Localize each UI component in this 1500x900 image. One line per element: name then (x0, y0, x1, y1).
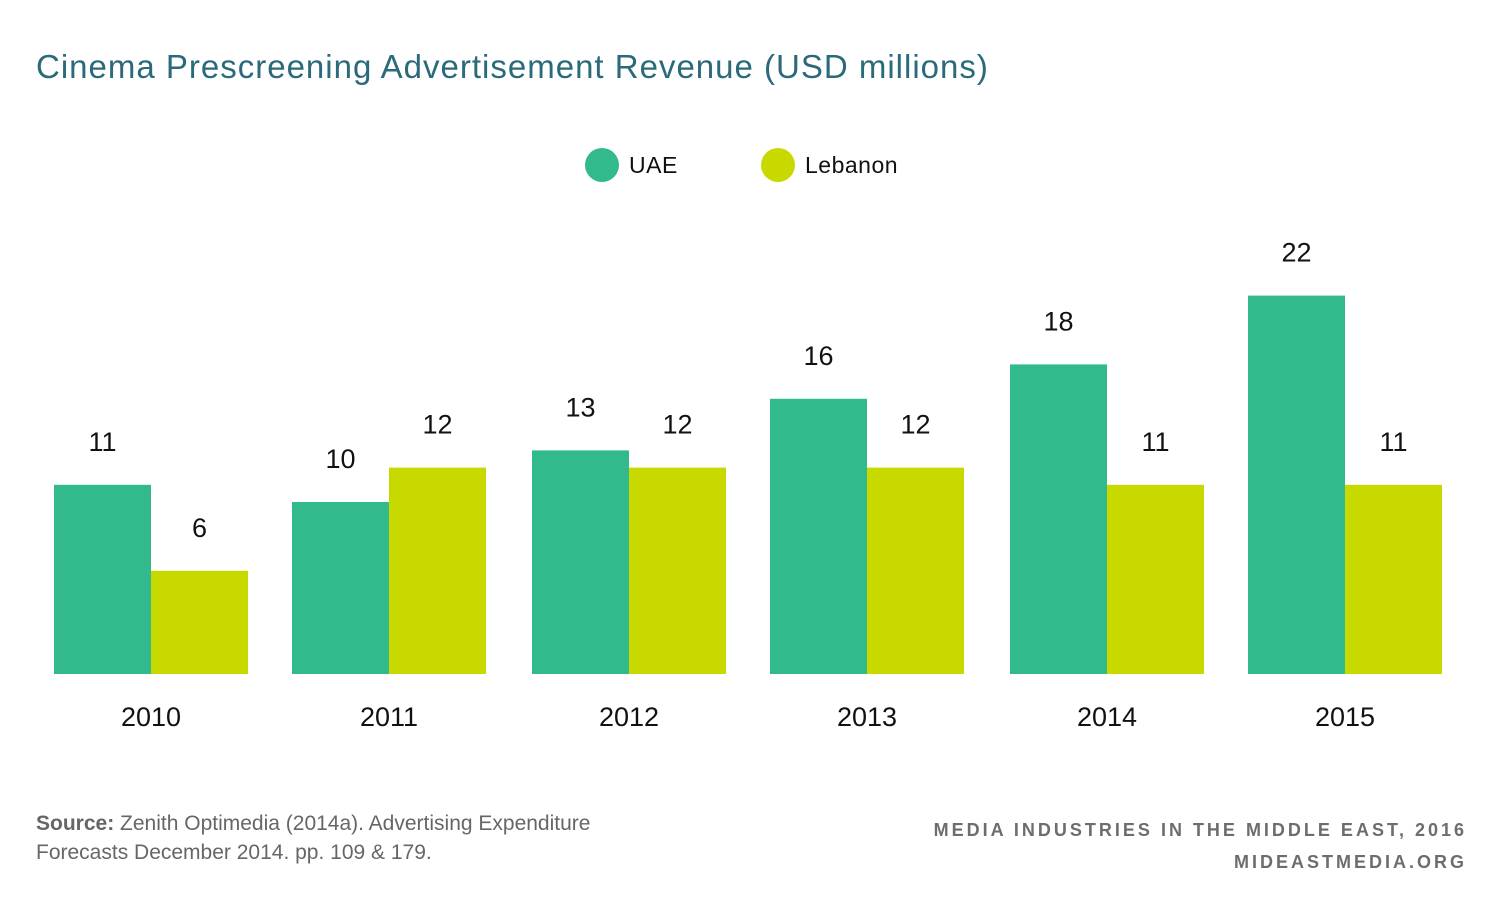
bar-uae-2013 (770, 398, 867, 674)
source-text: Zenith Optimedia (2014a). Advertising Ex… (36, 812, 591, 864)
bar-lebanon-2015 (1345, 484, 1442, 674)
legend-label-uae: UAE (629, 151, 678, 178)
bar-lebanon-2013 (867, 467, 964, 674)
source-label: Source: (36, 812, 115, 835)
x-tick-2010: 2010 (121, 702, 181, 732)
x-tick-2011: 2011 (360, 702, 418, 732)
source-note: Source: Zenith Optimedia (2014a). Advert… (36, 809, 676, 867)
x-tick-2013: 2013 (837, 702, 897, 732)
data-label-lebanon-2011: 12 (422, 410, 452, 440)
x-tick-2014: 2014 (1077, 702, 1137, 732)
credit-publication: MEDIA INDUSTRIES IN THE MIDDLE EAST, 201… (933, 820, 1467, 840)
bar-chart: 11 6 2010 10 12 2011 13 12 2012 16 12 2013 18 11 2014 2… (54, 238, 1442, 732)
data-label-lebanon-2010: 6 (192, 513, 207, 543)
legend-label-lebanon: Lebanon (805, 151, 899, 178)
bar-uae-2014 (1010, 364, 1107, 674)
data-label-uae-2014: 18 (1043, 306, 1073, 336)
data-label-uae-2010: 11 (88, 427, 116, 457)
legend-swatch-lebanon (761, 148, 795, 182)
bar-lebanon-2012 (629, 467, 726, 674)
credit: MEDIA INDUSTRIES IN THE MIDDLE EAST, 201… (934, 814, 1467, 878)
x-tick-2015: 2015 (1315, 702, 1375, 732)
legend-swatch-uae (585, 148, 619, 182)
data-label-uae-2013: 16 (803, 341, 833, 371)
legend-item-uae: UAE (585, 145, 678, 185)
data-label-uae-2012: 13 (565, 392, 595, 422)
data-label-lebanon-2014: 11 (1141, 427, 1169, 457)
bar-lebanon-2010 (151, 570, 248, 674)
data-label-lebanon-2013: 12 (900, 410, 930, 440)
legend: UAE Lebanon (0, 145, 1500, 185)
bar-uae-2011 (292, 502, 389, 674)
bar-lebanon-2014 (1107, 484, 1204, 674)
x-tick-2012: 2012 (599, 702, 659, 732)
legend-item-lebanon: Lebanon (761, 145, 898, 185)
data-label-lebanon-2012: 12 (662, 410, 692, 440)
bar-uae-2012 (532, 450, 629, 674)
bar-uae-2010 (54, 484, 151, 674)
chart-title: Cinema Prescreening Advertisement Revenu… (36, 48, 989, 85)
bar-uae-2015 (1248, 295, 1345, 674)
data-label-lebanon-2015: 11 (1379, 427, 1407, 457)
bar-lebanon-2011 (389, 467, 486, 674)
data-label-uae-2015: 22 (1281, 238, 1311, 268)
data-label-uae-2011: 10 (325, 444, 355, 474)
credit-website: MIDEASTMEDIA.ORG (1233, 852, 1467, 872)
